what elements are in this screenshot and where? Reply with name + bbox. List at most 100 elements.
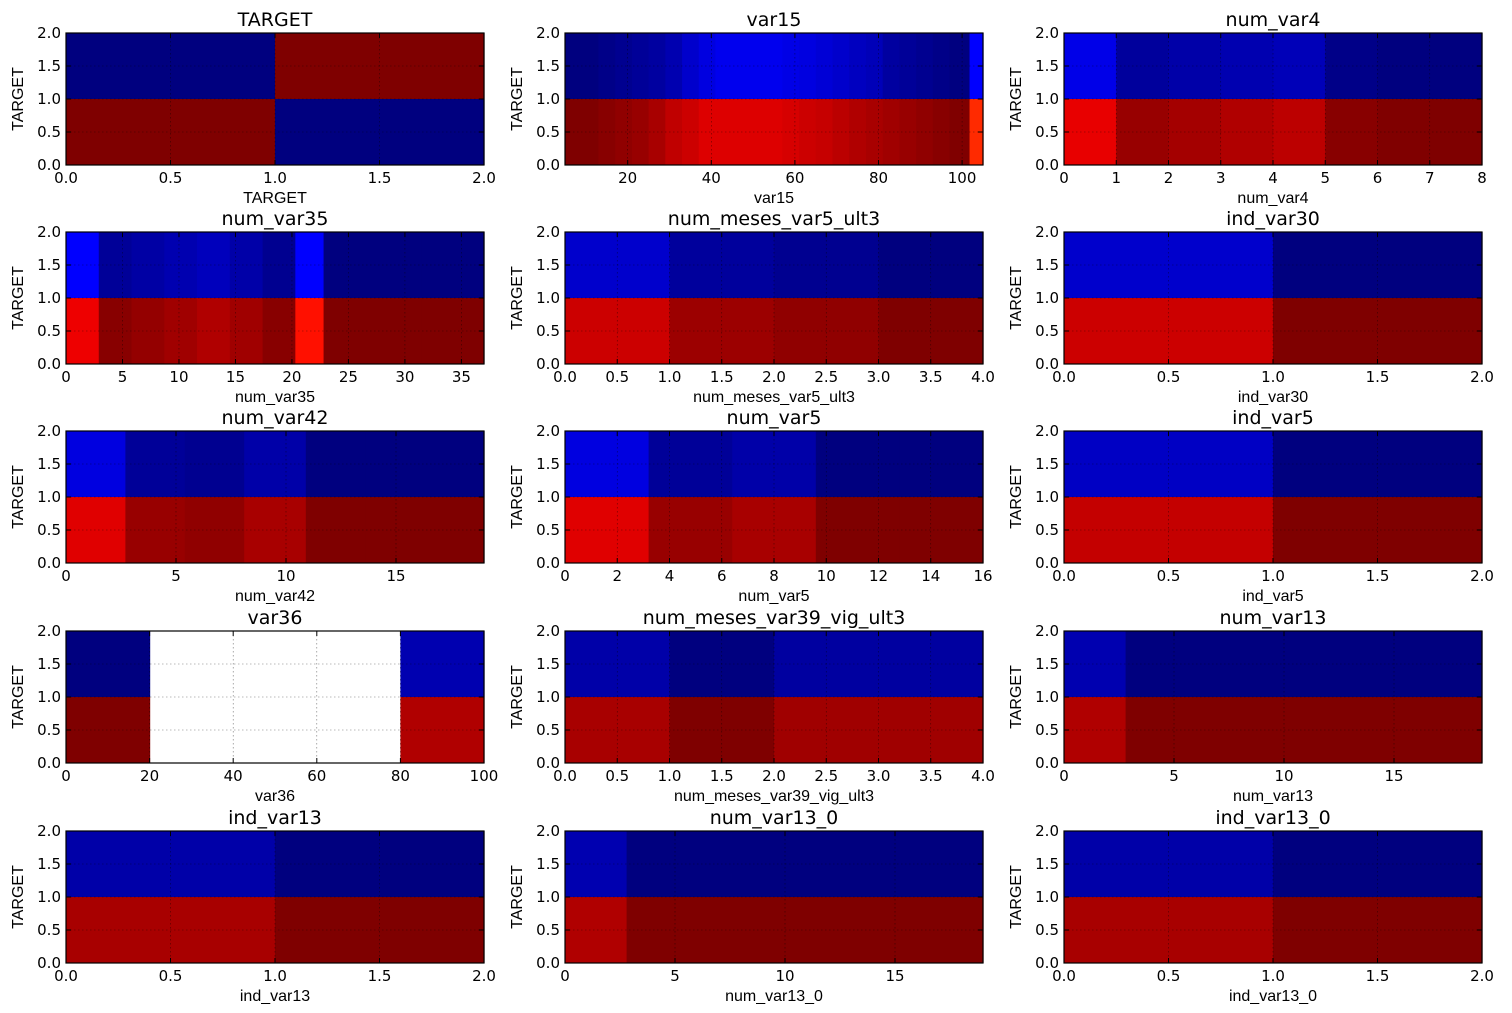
y-tick-label: 1.0 [1035, 289, 1059, 307]
y-tick-label: 2.0 [536, 24, 560, 42]
heatmap-cell-target-0-21 [916, 99, 934, 165]
heatmap-cell-target-1-0 [66, 431, 126, 497]
subplot-target: 0.0 0.5 1.0 1.5 2.0 0.0 0.5 1.0 1.5 2.0 TARGET TARG… [10, 9, 496, 207]
x-tick-label: 8 [1477, 169, 1487, 187]
x-axis-label: num_var13_0 [725, 988, 823, 1005]
x-tick-label: 4 [665, 567, 675, 585]
x-tick-label: 0 [61, 368, 71, 386]
y-tick-label: 0.5 [536, 123, 560, 141]
subplot-title: ind_var13 [228, 807, 322, 829]
y-tick-label: 0.5 [1035, 721, 1059, 739]
x-tick-label: 0 [61, 767, 71, 785]
heatmap-cell-target-1-1 [1273, 232, 1483, 298]
heatmap-cell-target-1-0 [565, 431, 650, 497]
subplot-title: num_var4 [1226, 9, 1321, 31]
y-tick-label: 0.5 [1035, 921, 1059, 939]
y-tick-label: 0.0 [536, 954, 560, 972]
y-tick-label: 0.5 [37, 123, 61, 141]
subplot-num-meses-var5-ult3: 0.0 0.5 1.0 1.5 2.0 2.5 3.0 3.5 4.0 0.0 0.5 1.0 1.5 2… [509, 208, 995, 406]
heatmap-cell-target-0-3 [164, 298, 198, 364]
x-axis-label: num_var35 [235, 389, 315, 406]
x-tick-label: 3.0 [867, 767, 891, 785]
heatmap-cell-target-1-1 [1273, 831, 1483, 897]
heatmap-cell-target-0-0 [66, 497, 126, 563]
subplot-title: ind_var13_0 [1215, 807, 1330, 829]
y-tick-label: 0.5 [1035, 322, 1059, 340]
y-tick-label: 1.0 [536, 90, 560, 108]
y-tick-label: 1.5 [1035, 855, 1059, 873]
x-axis-label: num_meses_var39_vig_ult3 [674, 788, 874, 805]
x-axis-label: var36 [255, 788, 295, 805]
y-axis-label: TARGET [509, 665, 526, 729]
y-tick-label: 1.5 [536, 855, 560, 873]
subplot-title: num_var13_0 [710, 807, 839, 829]
x-tick-label: 2.0 [1470, 967, 1494, 985]
y-tick-label: 0.5 [536, 521, 560, 539]
y-tick-label: 2.0 [37, 822, 61, 840]
y-axis-label: TARGET [10, 67, 27, 131]
x-tick-label: 0.5 [159, 967, 183, 985]
x-tick-label: 80 [391, 767, 410, 785]
x-tick-label: 0.0 [1052, 567, 1076, 585]
y-tick-label: 1.0 [37, 688, 61, 706]
x-tick-label: 20 [282, 368, 301, 386]
y-tick-label: 1.5 [37, 655, 61, 673]
heatmap-cell-target-1-0 [1064, 631, 1127, 697]
x-tick-label: 0 [1059, 169, 1069, 187]
x-tick-label: 15 [1384, 767, 1403, 785]
subplot-title: ind_var5 [1232, 407, 1314, 429]
x-tick-label: 1.5 [1366, 567, 1390, 585]
heatmap-cell-target-1-9 [356, 232, 390, 298]
y-tick-label: 2.0 [37, 622, 61, 640]
y-tick-label: 1.5 [536, 57, 560, 75]
x-axis-label: num_var42 [235, 588, 315, 605]
heatmap-cell-target-1-2 [598, 33, 616, 99]
subplot-ind-var30: 0.0 0.5 1.0 1.5 2.00.00.51.01.52.0ind_var30i… [1008, 208, 1494, 406]
heatmap-cell-target-1-0 [66, 631, 151, 697]
x-tick-label: 0.5 [605, 767, 629, 785]
x-tick-label: 5 [1169, 767, 1179, 785]
y-axis-label: TARGET [1008, 665, 1025, 729]
heatmap-cell-target-0-1 [1273, 298, 1483, 364]
x-tick-label: 12 [869, 567, 888, 585]
x-tick-label: 0.0 [553, 767, 577, 785]
heatmap-cell-target-1-8 [698, 33, 717, 99]
heatmap-cell-target-0-0 [565, 897, 628, 963]
subplot-var15: 20 40 60 80 100 0.0 0.5 1.0 1.5 2.0 var15 var15 TARG… [509, 9, 984, 207]
heatmap-cell-target-1-21 [916, 33, 934, 99]
y-tick-label: 1.5 [1035, 655, 1059, 673]
subplot-num-var4: 0 1 2 3 4 5 6 7 8 0.0 0.5 1.0 1.5 2.0 num_var4 num_var4… [1008, 9, 1487, 207]
x-tick-label: 0.0 [1052, 967, 1076, 985]
y-axis-label: TARGET [509, 266, 526, 330]
x-tick-label: 0.5 [159, 169, 183, 187]
y-tick-label: 2.0 [37, 223, 61, 241]
x-tick-label: 15 [386, 567, 405, 585]
x-tick-label: 1.5 [710, 767, 734, 785]
heatmap-cell-target-1-3 [164, 232, 198, 298]
y-tick-label: 2.0 [1035, 223, 1059, 241]
x-tick-label: 0.5 [1157, 368, 1181, 386]
y-tick-label: 0.5 [37, 521, 61, 539]
y-axis-label: TARGET [509, 67, 526, 131]
x-tick-label: 1.5 [710, 368, 734, 386]
y-tick-label: 1.0 [1035, 90, 1059, 108]
y-tick-label: 0.0 [536, 754, 560, 772]
x-axis-label: ind_var13_0 [1229, 988, 1317, 1005]
heatmap-cell-target-0-0 [66, 697, 151, 763]
x-tick-label: 6 [717, 567, 727, 585]
x-tick-label: 2.0 [472, 967, 496, 985]
x-tick-label: 0.5 [1157, 967, 1181, 985]
heatmap-cell-target-0-2 [598, 99, 616, 165]
subplot-title: num_var5 [727, 407, 822, 429]
heatmap-cell-target-1-7 [682, 33, 700, 99]
y-tick-label: 1.0 [536, 289, 560, 307]
heatmap-cell-target-0-8 [323, 298, 357, 364]
x-tick-label: 0 [560, 967, 570, 985]
x-tick-label: 7 [1425, 169, 1435, 187]
y-tick-label: 2.0 [1035, 24, 1059, 42]
x-tick-label: 0.0 [54, 169, 78, 187]
x-tick-label: 0 [1059, 767, 1069, 785]
heatmap-cell-target-0-2 [131, 298, 165, 364]
y-tick-label: 2.0 [1035, 622, 1059, 640]
heatmap-cell-target-0-0 [565, 497, 650, 563]
